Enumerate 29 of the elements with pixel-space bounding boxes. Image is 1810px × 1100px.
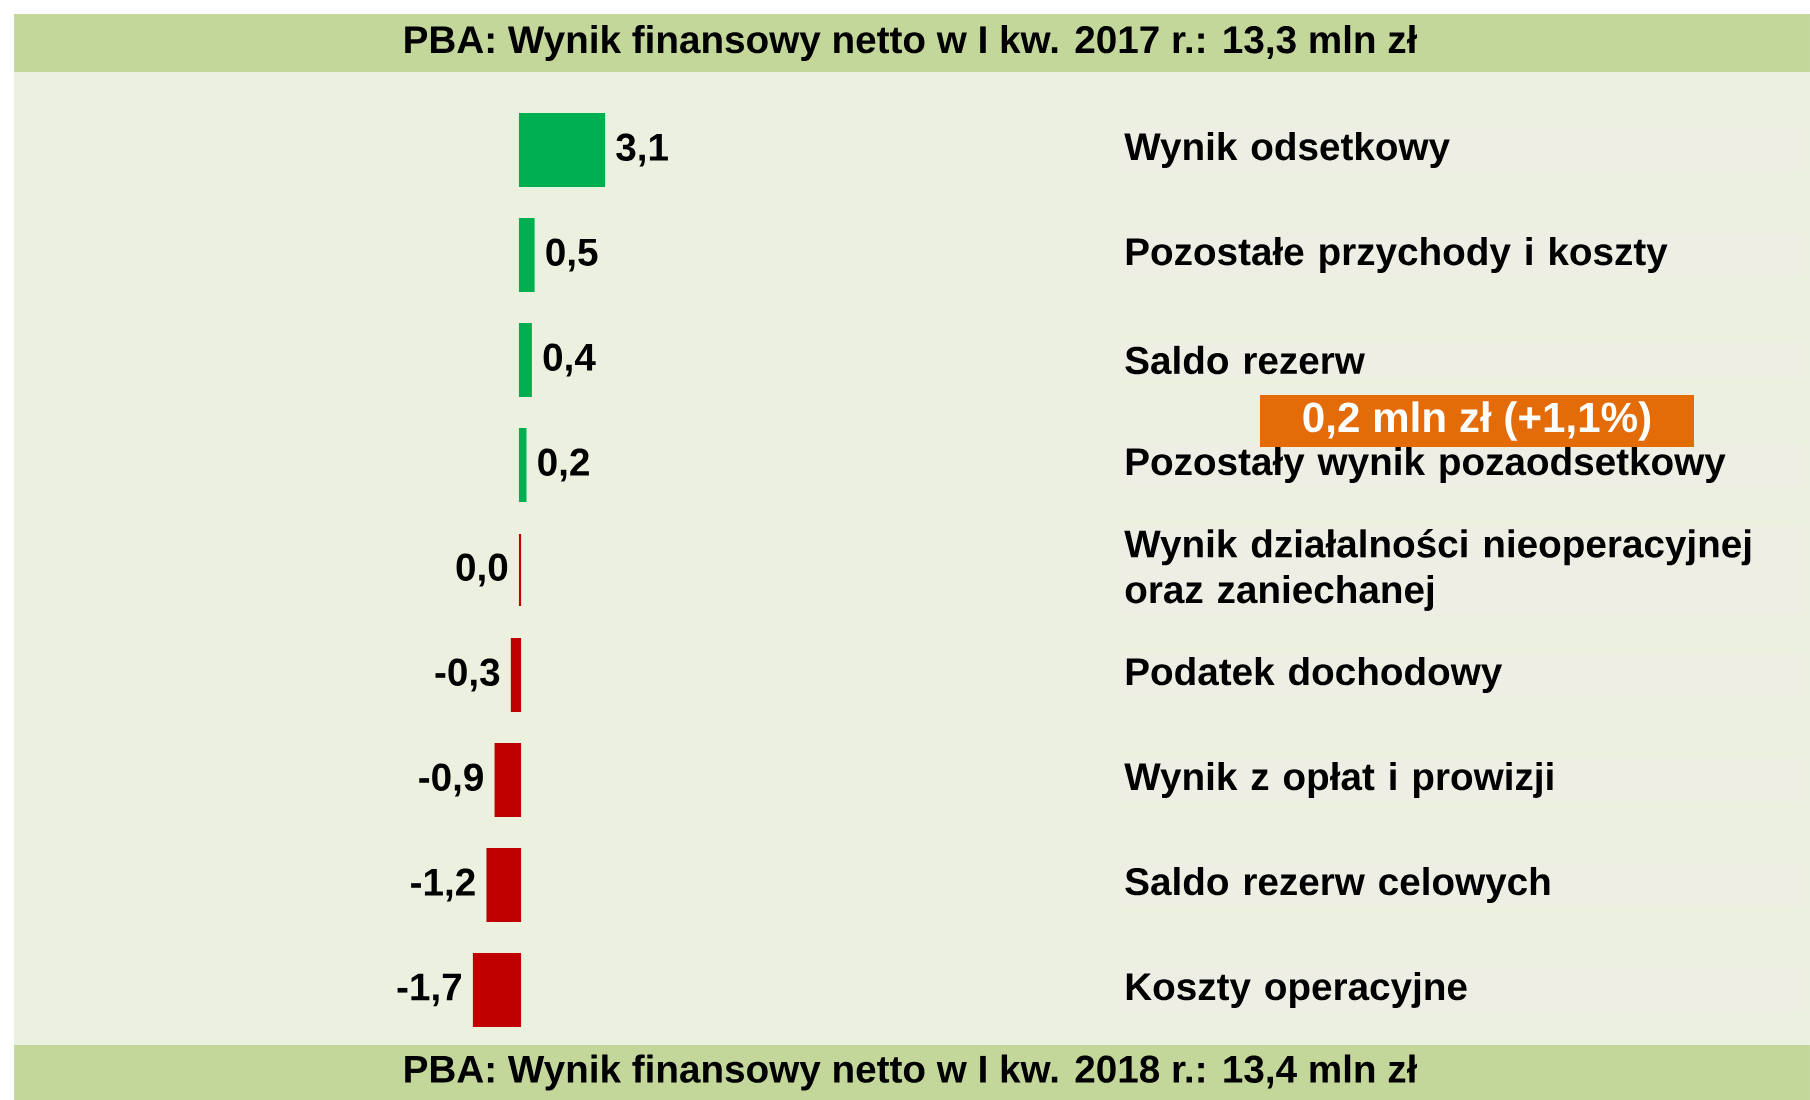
y-tick-label: Saldo rezerw [1125, 345, 1365, 375]
data-label: -1,2 [411, 868, 475, 902]
y-tick-label: Wynik działalności nieoperacyjnej oraz zaniechanej [1124, 528, 1751, 611]
bar [486, 847, 522, 923]
y-tick-label: Wynik odsetkowy [1124, 131, 1450, 168]
text: PBA: Wynik finansowy netto w I kw. 2018 r.: 13,4 mln zł [405, 1054, 1418, 1091]
bar [518, 217, 535, 293]
data-label: 0,0 [456, 553, 508, 587]
text: PBA: Wynik finansowy netto w I kw. 2017 r.: 13,3 mln zł [405, 24, 1418, 61]
data-label: 0,2 [538, 448, 589, 482]
y-tick-label: Saldo rezerw celowych [1125, 866, 1550, 903]
bar [518, 427, 527, 503]
bar [518, 322, 532, 398]
y-tick-label: Podatek dochodowy [1126, 656, 1503, 693]
data-label: -0,9 [419, 763, 483, 797]
bar [494, 742, 522, 818]
y-tick-label: Wynik z opłat i prowizji [1124, 761, 1553, 798]
bar [518, 112, 606, 188]
text: 0,2 mln zł (+1,1%) [1303, 401, 1651, 441]
y-tick-label: Pozostały wynik pozaodsetkowy [1126, 446, 1726, 483]
data-label: -0,3 [435, 658, 500, 692]
y-tick-label: Pozostałe przychody i koszty [1126, 236, 1668, 273]
data-label: 0,5 [546, 238, 598, 272]
data-label: 0,4 [543, 343, 596, 377]
data-label: -1,7 [397, 973, 461, 1007]
bar [510, 637, 522, 713]
data-label: 3,1 [616, 133, 668, 167]
y-tick-label: Koszty operacyjne [1126, 971, 1467, 1008]
bar [472, 952, 522, 1028]
